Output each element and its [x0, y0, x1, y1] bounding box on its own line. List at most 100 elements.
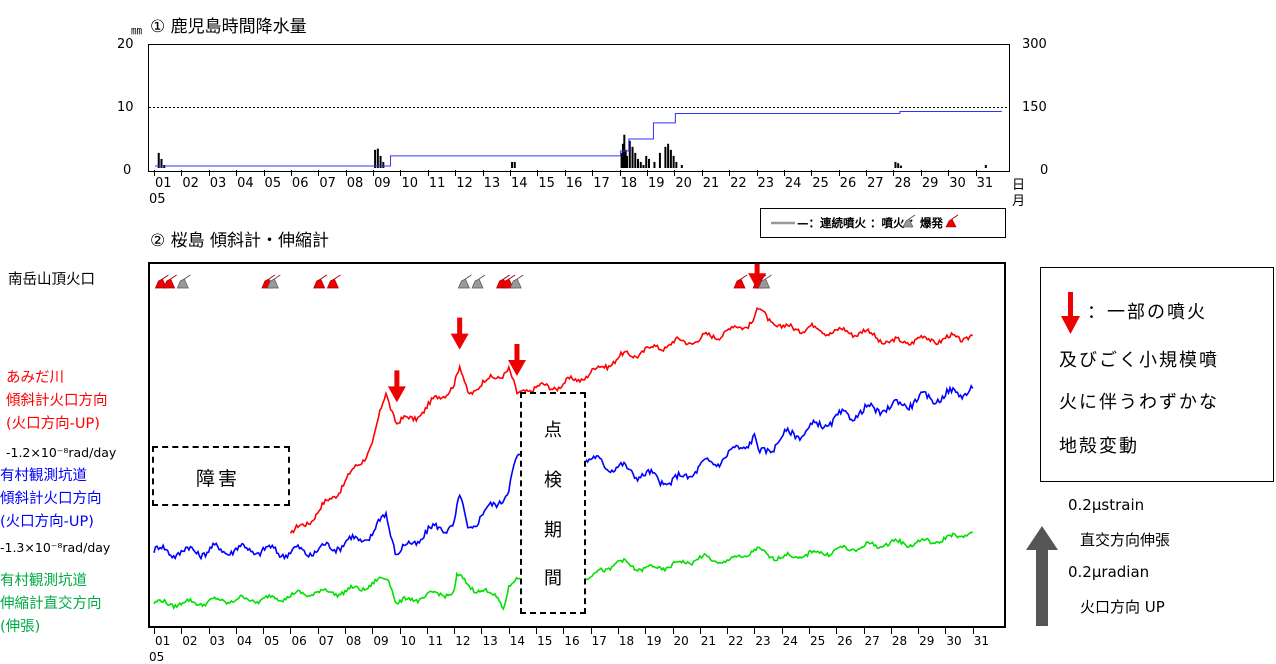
arimura-ext-label-2: 伸縮計直交方向 [0, 596, 102, 612]
amida-label-1: あみだ川 [6, 370, 64, 386]
explosion-icon-plume [170, 274, 177, 280]
explosion-icon-plume [503, 274, 510, 280]
cumulative-line [155, 110, 1002, 167]
x-tick-label: 01 [155, 634, 171, 648]
rain-bar [984, 164, 987, 168]
rain-bar [642, 164, 645, 168]
rain-bar [637, 158, 640, 168]
eruption-icon-plume [516, 274, 524, 280]
legend-explosion-icon [945, 214, 959, 228]
x-tick [672, 626, 674, 634]
x-tick-label: 31 [976, 176, 994, 191]
x-tick-label: 02 [182, 176, 199, 191]
inspection-char-3: 期 [544, 520, 562, 541]
eruption-icon-plume [274, 274, 281, 280]
panel1-month-label: 05 [149, 192, 166, 207]
x-tick-label: 28 [891, 634, 908, 648]
rain-bar [899, 165, 902, 168]
eruption-icon-plume [478, 274, 486, 280]
x-tick [592, 170, 594, 176]
x-tick [918, 626, 920, 634]
explosion-icon-plume [162, 274, 169, 280]
x-tick [482, 170, 484, 176]
red-arrow-head [387, 386, 406, 403]
rain-bar [653, 161, 656, 168]
x-tick-label: 08 [346, 634, 362, 648]
x-tick [181, 170, 183, 176]
x-tick-label: 25 [812, 176, 829, 191]
scale-radian-desc: 火口方向 UP [1080, 598, 1165, 616]
eruption-icon-body [176, 278, 189, 289]
inspection-char-4: 間 [544, 568, 562, 589]
legend-box: —：連続噴火 ：噴火 ：爆発 [760, 208, 1006, 238]
x-tick [617, 626, 619, 634]
x-tick [263, 170, 265, 176]
explosion-icon-plume [334, 274, 341, 280]
rain-bar [667, 143, 670, 168]
x-tick [235, 626, 237, 634]
x-tick [290, 626, 292, 634]
arimura-tilt-label-3: (火口方向-UP) [0, 514, 94, 530]
rain-bar [664, 146, 667, 168]
inspection-char-2: 検 [544, 470, 562, 491]
explosion-icon-body [313, 278, 326, 289]
x-tick-label: 09 [373, 634, 389, 648]
rain-bar [647, 158, 650, 168]
inspection-char-1: 点 [544, 420, 562, 441]
x-tick-label: 23 [755, 634, 771, 648]
x-tick-label: 14 [509, 634, 526, 648]
x-tick-label: 08 [346, 176, 364, 191]
amida-series-line [289, 307, 974, 534]
x-tick [427, 170, 429, 176]
crater-label: 南岳山頂火口 [8, 272, 95, 288]
x-tick [866, 170, 868, 176]
arimura-ext-label-1: 有村観測坑道 [0, 573, 87, 589]
x-tick [236, 170, 238, 176]
scale-strain-desc: 直交方向伸張 [1080, 531, 1171, 549]
x-tick [399, 626, 401, 634]
rain-bar [157, 152, 160, 168]
x-tick-label: 13 [482, 634, 498, 648]
x-tick [975, 170, 977, 176]
rain-bar [379, 155, 382, 168]
eruption-icon-plume [465, 274, 472, 280]
x-tick [838, 170, 840, 176]
rainfall-svg [149, 107, 1008, 168]
panel1-title: ① 鹿児島時間降水量 [150, 17, 307, 37]
explosion-icon-plume [508, 274, 516, 280]
rain-bar [894, 161, 897, 168]
rain-bar [376, 148, 379, 168]
x-tick [372, 626, 374, 634]
explosion-icon-body [326, 278, 339, 289]
red-arrow-shaft [394, 370, 400, 389]
x-tick-label: 17 [593, 176, 610, 191]
scale-radian: 0.2μradian [1068, 563, 1150, 581]
x-tick [948, 170, 950, 176]
x-tick [208, 170, 210, 176]
x-tick [400, 170, 402, 176]
red-arrow-icon [507, 343, 526, 376]
explosion-icon-plume [268, 274, 276, 280]
x-tick-label: 21 [702, 176, 720, 191]
x-tick [563, 626, 565, 634]
rain-bar [669, 149, 672, 168]
x-tick-label: 02 [182, 634, 198, 648]
x-tick-label: 29 [919, 634, 935, 648]
red-arrow-head [450, 333, 469, 350]
x-tick-label: 26 [839, 176, 857, 191]
eruption-icon-body [471, 278, 484, 289]
x-tick [590, 626, 592, 634]
x-tick [674, 170, 676, 176]
inspection-box: 点 検 期 間 [520, 392, 586, 614]
eruption-icon [471, 274, 486, 289]
arimura-ext-label-3: (伸張) [0, 619, 41, 635]
x-tick-label: 12 [456, 176, 473, 191]
legend-svg: —：連続噴火 ：噴火 ：爆発 [771, 214, 959, 230]
explosion-icon [154, 274, 169, 289]
x-tick-label: 04 [237, 176, 254, 191]
x-tick [836, 626, 838, 634]
amida-label-2: 傾斜計火口方向 [6, 393, 108, 409]
x-tick [154, 626, 155, 634]
x-tick [345, 626, 347, 634]
x-tick [729, 170, 731, 176]
